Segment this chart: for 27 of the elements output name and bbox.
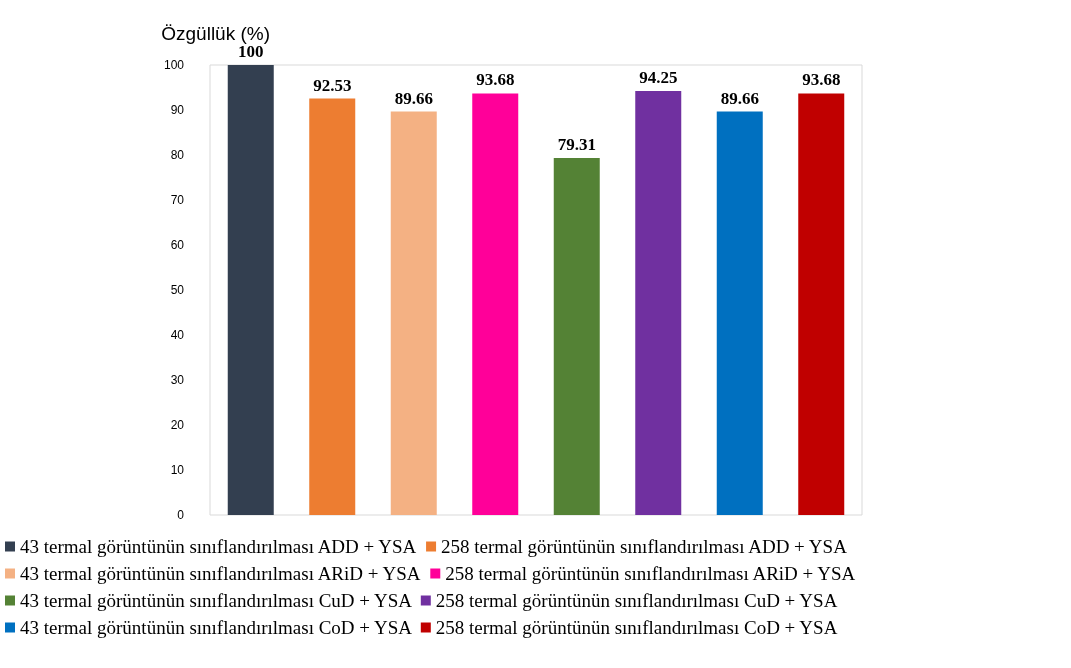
y-tick-label: 30 bbox=[170, 373, 185, 387]
y-tick-label: 40 bbox=[170, 328, 185, 342]
legend-label: 258 termal görüntünün sınıflandırılması CoD + YSA bbox=[435, 617, 838, 638]
data-label: 93.68 bbox=[476, 70, 515, 90]
data-label: 94.25 bbox=[639, 67, 678, 87]
y-tick-label: 100 bbox=[163, 58, 185, 72]
legend-label: 43 termal görüntünün sınıflandırılması ARiD + YSA bbox=[20, 563, 421, 584]
y-tick-label: 90 bbox=[170, 103, 185, 117]
y-tick-label: 50 bbox=[170, 283, 185, 297]
legend-label: 258 termal görüntünün sınıflandırılması CuD + YSA bbox=[435, 590, 838, 611]
y-tick-label: 10 bbox=[170, 463, 185, 477]
y-axis-title: Özgüllük (%) bbox=[161, 23, 270, 44]
data-label: 79.31 bbox=[557, 135, 596, 155]
y-tick-label: 80 bbox=[170, 148, 185, 162]
legend-label: 258 termal görüntünün sınıflandırılması ARiD + YSA bbox=[445, 563, 856, 584]
y-tick-label: 0 bbox=[177, 508, 185, 522]
data-label: 89.66 bbox=[394, 88, 433, 108]
legend-label: 43 termal görüntünün sınıflandırılması ADD + YSA bbox=[20, 536, 417, 557]
data-label: 93.68 bbox=[802, 70, 841, 90]
data-label: 92.53 bbox=[313, 75, 352, 95]
data-label: 89.66 bbox=[720, 88, 759, 108]
legend-label: 43 termal görüntünün sınıflandırılması CoD + YSA bbox=[20, 617, 413, 638]
y-tick-label: 70 bbox=[170, 193, 185, 207]
legend-label: 43 termal görüntünün sınıflandırılması CuD + YSA bbox=[20, 590, 413, 611]
legend-label: 258 termal görüntünün sınıflandırılması ADD + YSA bbox=[441, 536, 848, 557]
y-tick-label: 20 bbox=[170, 418, 185, 432]
y-tick-label: 60 bbox=[170, 238, 185, 252]
